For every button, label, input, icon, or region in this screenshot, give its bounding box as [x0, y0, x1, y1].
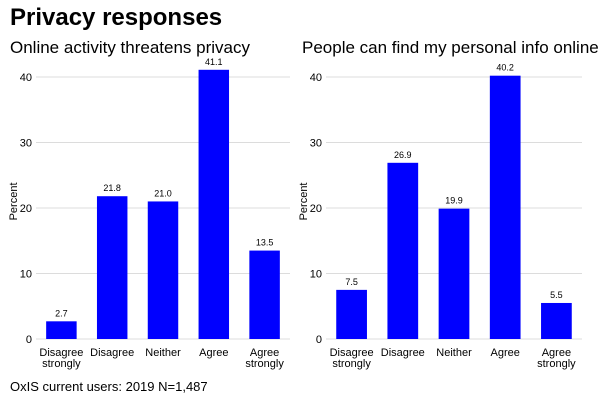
panel-1-category-label: Neither — [145, 347, 181, 359]
panel-1-data-label: 21.8 — [103, 183, 121, 193]
panel-2-category-label: Disagree — [381, 347, 425, 359]
panel-1-y-tick-label: 30 — [20, 138, 32, 150]
panel-1-category-label: Agree — [199, 347, 228, 359]
panel-2-y-tick-label: 0 — [316, 334, 322, 346]
panel-1-category-label: Disagree — [90, 347, 134, 359]
panel-1-bar — [46, 321, 77, 339]
panel-2-category-label: Neither — [436, 347, 472, 359]
panel-2-bar — [387, 162, 419, 339]
panel-1-title: Online activity threatens privacy — [10, 38, 250, 57]
panel-1-data-label: 13.5 — [256, 238, 274, 248]
panel-2-title: People can find my personal info online — [302, 38, 599, 57]
panel-1-category-label: Agree strongly — [245, 347, 284, 370]
panel-2-bar — [336, 289, 367, 339]
panel-2-data-label: 40.2 — [496, 63, 514, 73]
panel-2-data-label: 26.9 — [394, 150, 412, 160]
panel-2-category-label: Disagree strongly — [330, 347, 374, 370]
panel-2-y-tick-label: 10 — [310, 269, 322, 281]
panel-1-y-tick-label: 10 — [20, 269, 32, 281]
panel-1-y-tick-label: 40 — [20, 72, 32, 84]
panel-1-bar — [147, 201, 179, 339]
panel-1-data-label: 21.0 — [154, 188, 172, 198]
panel-2-data-label: 5.5 — [550, 290, 563, 300]
panel-1-y-tick-label: 0 — [26, 334, 32, 346]
panel-2-bar — [438, 208, 470, 339]
panel-1-category-label: Disagree strongly — [39, 347, 83, 370]
panel-2-y-tick-label: 30 — [310, 138, 322, 150]
panel-2-y-tick-label: 20 — [310, 203, 322, 215]
panel-2-category-label: Agree — [491, 347, 520, 359]
panel-2-bar — [489, 75, 521, 339]
page-title: Privacy responses — [10, 4, 223, 31]
panel-1-y-tick-label: 20 — [20, 203, 32, 215]
panel-2-y-axis-label: Percent — [298, 182, 310, 220]
panel-1-data-label: 41.1 — [205, 57, 223, 67]
panel-2-data-label: 7.5 — [345, 277, 358, 287]
panel-1-data-label: 2.7 — [55, 308, 68, 318]
panel-2-y-tick-label: 40 — [310, 72, 322, 84]
panel-2-data-label: 19.9 — [445, 196, 463, 206]
panel-1-y-axis-label: Percent — [8, 182, 20, 220]
caption: OxIS current users: 2019 N=1,487 — [10, 379, 208, 394]
panel-1-bar — [96, 196, 128, 339]
panel-2-bar — [541, 302, 572, 339]
panel-2-category-label: Agree strongly — [537, 347, 576, 370]
panel-1-bar — [249, 250, 280, 339]
panel-1-bar — [198, 69, 230, 340]
